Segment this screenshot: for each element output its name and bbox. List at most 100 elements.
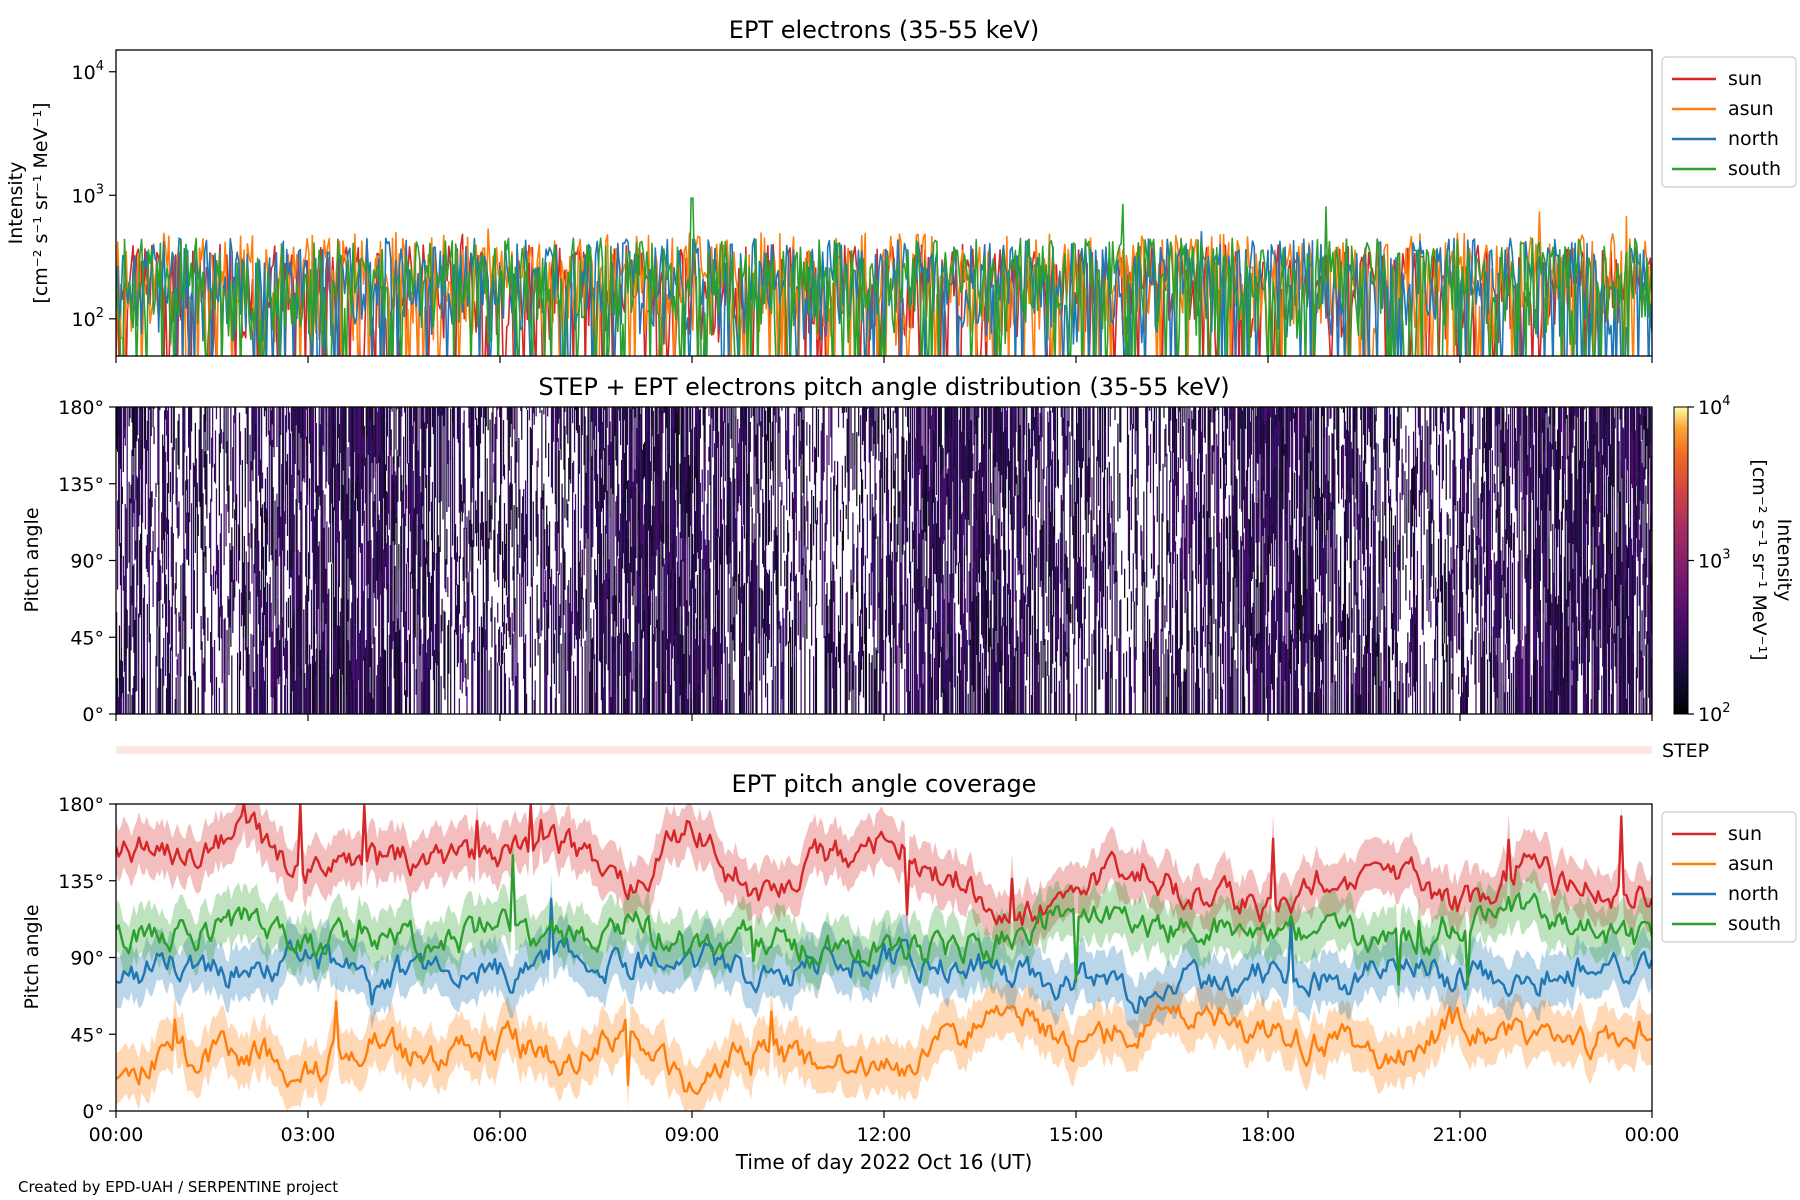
heatmap-strip	[1077, 559, 1080, 613]
heatmap-strip	[1222, 502, 1225, 522]
heatmap-strip	[1087, 437, 1089, 473]
heatmap-strip	[951, 622, 953, 689]
heatmap-strip	[525, 693, 528, 714]
heatmap-strip	[1064, 553, 1066, 580]
heatmap-strip	[914, 570, 916, 600]
heatmap-strip	[284, 647, 286, 671]
heatmap-strip	[625, 606, 628, 638]
heatmap-strip	[765, 569, 768, 637]
heatmap-strip	[1313, 578, 1315, 642]
heatmap-strip	[1324, 675, 1326, 714]
heatmap-strip	[605, 407, 607, 430]
heatmap-strip	[648, 438, 651, 498]
heatmap-strip	[1206, 625, 1208, 674]
heatmap-strip	[428, 432, 430, 475]
heatmap-strip	[447, 625, 449, 643]
heatmap-strip	[1295, 634, 1298, 673]
heatmap-strip	[637, 599, 639, 659]
heatmap-strip	[983, 529, 986, 588]
heatmap-strip	[317, 546, 319, 609]
heatmap-strip	[969, 668, 971, 683]
heatmap-strip	[610, 441, 612, 489]
heatmap-strip	[1287, 649, 1289, 668]
heatmap-strip	[644, 504, 646, 522]
heatmap-strip	[238, 412, 241, 457]
heatmap-strip	[831, 407, 833, 452]
heatmap-strip	[1246, 481, 1249, 571]
heatmap-strip	[972, 567, 974, 638]
heatmap-strip	[1268, 645, 1270, 714]
heatmap-strip	[677, 516, 679, 605]
heatmap-strip	[995, 557, 997, 616]
heatmap-strip	[247, 690, 249, 714]
heatmap-strip	[761, 588, 763, 636]
heatmap-strip	[1257, 646, 1259, 714]
heatmap-strip	[1220, 560, 1223, 604]
heatmap-strip	[677, 468, 679, 517]
heatmap-strip	[1340, 651, 1343, 714]
heatmap-strip	[807, 501, 809, 550]
heatmap-strip	[413, 655, 415, 714]
heatmap-strip	[1299, 473, 1301, 536]
heatmap-strip	[1277, 624, 1279, 714]
heatmap-strip	[697, 456, 700, 474]
heatmap-strip	[1280, 407, 1282, 419]
heatmap-strip	[733, 484, 735, 504]
heatmap-strip	[1283, 651, 1285, 714]
heatmap-strip	[729, 477, 731, 529]
heatmap-strip	[636, 427, 638, 456]
heatmap-strip	[878, 592, 880, 608]
heatmap-strip	[466, 516, 468, 596]
heatmap-strip	[869, 461, 871, 521]
heatmap-strip	[744, 426, 747, 446]
heatmap-strip	[899, 554, 901, 598]
heatmap-strip	[962, 431, 964, 482]
heatmap-strip	[167, 682, 170, 714]
heatmap-strip	[480, 616, 483, 672]
heatmap-strip	[507, 566, 509, 591]
heatmap-strip	[1024, 477, 1026, 527]
heatmap-strip	[806, 578, 808, 639]
heatmap-strip	[706, 503, 708, 555]
heatmap-strip	[271, 500, 273, 561]
heatmap-strip	[1355, 464, 1357, 499]
heatmap-strip	[621, 498, 624, 569]
panel1-title: EPT electrons (35-55 keV)	[729, 16, 1039, 44]
heatmap-strip	[332, 674, 334, 714]
heatmap-strip	[674, 407, 676, 434]
heatmap-strip	[323, 670, 325, 714]
heatmap-strip	[952, 573, 954, 657]
heatmap-strip	[334, 407, 337, 427]
heatmap-strip	[471, 437, 473, 452]
heatmap-strip	[950, 634, 952, 668]
heatmap-strip	[733, 527, 735, 586]
heatmap-strip	[409, 571, 412, 656]
heatmap-strip	[1276, 414, 1278, 502]
heatmap-strip	[1348, 582, 1350, 616]
heatmap-strip	[601, 624, 604, 714]
heatmap-strip	[136, 475, 138, 564]
heatmap-strip	[852, 669, 854, 690]
heatmap-strip	[652, 485, 654, 510]
heatmap-strip	[354, 500, 356, 526]
heatmap-strip	[508, 485, 510, 552]
heatmap-strip	[1054, 446, 1057, 488]
heatmap-strip	[594, 559, 596, 583]
heatmap-strip	[1264, 407, 1266, 424]
heatmap-strip	[516, 506, 518, 530]
heatmap-strip	[902, 407, 904, 464]
heatmap-strip	[328, 670, 330, 714]
heatmap-strip	[1061, 407, 1063, 436]
heatmap-strip	[487, 407, 489, 431]
heatmap-strip	[937, 522, 940, 559]
heatmap-strip	[1241, 422, 1243, 512]
heatmap-strip	[413, 508, 415, 596]
heatmap-strip	[917, 407, 919, 427]
heatmap-strip	[197, 687, 199, 714]
heatmap-strip	[1198, 687, 1201, 714]
heatmap-strip	[617, 496, 619, 557]
heatmap-strip	[1316, 635, 1319, 699]
heatmap-strip	[932, 489, 934, 511]
heatmap-strip	[378, 636, 380, 714]
heatmap-strip	[1311, 407, 1313, 424]
